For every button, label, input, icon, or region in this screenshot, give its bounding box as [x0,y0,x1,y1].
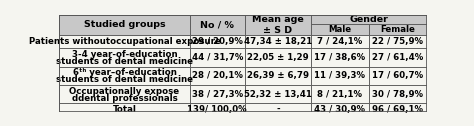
Bar [311,103,369,116]
Text: Patients withoutoccupational exposure: Patients withoutoccupational exposure [28,37,220,46]
Bar [59,103,190,116]
Text: 139/ 100,0%: 139/ 100,0% [187,105,247,114]
Bar [311,15,427,24]
Bar [311,24,369,35]
Bar [369,67,427,85]
Text: 22,05 ± 1,29: 22,05 ± 1,29 [247,53,309,62]
Bar [311,35,369,48]
Text: -: - [276,105,280,114]
Text: 52,32 ± 13,41: 52,32 ± 13,41 [244,90,312,99]
Bar [369,35,427,48]
Bar [245,85,311,103]
Text: 43 / 30,9%: 43 / 30,9% [314,105,365,114]
Text: 22 / 75,9%: 22 / 75,9% [372,37,423,46]
Text: Occupationally expose: Occupationally expose [69,87,180,96]
Bar [59,67,190,85]
Bar [190,103,245,116]
Text: students of dental medicine: students of dental medicine [56,57,193,66]
Text: 29 / 20,9%: 29 / 20,9% [192,37,243,46]
Bar [311,48,369,67]
Text: 8 / 21,1%: 8 / 21,1% [318,90,363,99]
Text: students of dental medicine: students of dental medicine [56,75,193,84]
Bar [369,48,427,67]
Text: Mean age
± S D: Mean age ± S D [252,15,304,35]
Text: Gender: Gender [349,15,388,24]
Bar [59,35,190,48]
Text: 47,34 ± 18,21: 47,34 ± 18,21 [244,37,312,46]
Bar [190,35,245,48]
Text: No / %: No / % [201,20,234,29]
Text: 96 / 69,1%: 96 / 69,1% [372,105,423,114]
Text: 3-4 year-of-education: 3-4 year-of-education [72,50,177,59]
Text: 28 / 20,1%: 28 / 20,1% [192,71,243,80]
Bar [190,85,245,103]
Text: Studied groups: Studied groups [83,20,165,29]
Text: 7 / 24,1%: 7 / 24,1% [317,37,363,46]
Bar [369,24,427,35]
Text: Female: Female [380,25,415,34]
Bar [245,48,311,67]
Text: Total: Total [112,105,137,114]
Text: 44 / 31,7%: 44 / 31,7% [191,53,243,62]
Bar [245,35,311,48]
Bar [245,15,311,35]
Bar [369,85,427,103]
Text: 26,39 ± 6,79: 26,39 ± 6,79 [247,71,309,80]
Bar [190,67,245,85]
Text: Male: Male [328,25,351,34]
Bar [190,48,245,67]
Text: 17 / 38,6%: 17 / 38,6% [314,53,365,62]
Bar [59,48,190,67]
Bar [59,15,190,35]
Text: 27 / 61,4%: 27 / 61,4% [372,53,423,62]
Bar [369,103,427,116]
Text: 38 / 27,3%: 38 / 27,3% [191,90,243,99]
Text: ddental professionals: ddental professionals [72,94,177,103]
Bar [311,67,369,85]
Bar [245,67,311,85]
Text: 30 / 78,9%: 30 / 78,9% [372,90,423,99]
Bar [245,103,311,116]
Bar [59,85,190,103]
Text: 17 / 60,7%: 17 / 60,7% [372,71,423,80]
Text: 6ᵗʰ year–of-education: 6ᵗʰ year–of-education [73,68,176,77]
Bar [311,85,369,103]
Text: 11 / 39,3%: 11 / 39,3% [314,71,365,80]
Bar [190,15,245,35]
